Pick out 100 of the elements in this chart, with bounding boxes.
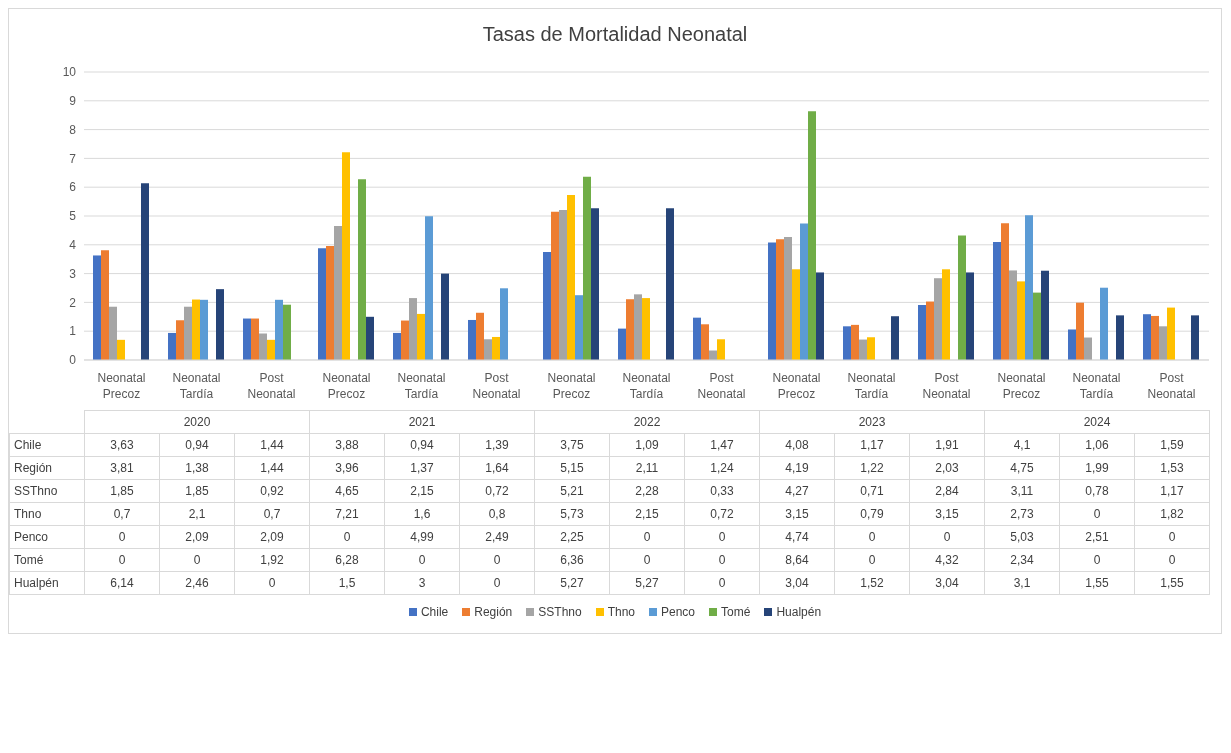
text: 2020	[84, 410, 310, 434]
data-label: 8,64	[759, 548, 835, 572]
bar	[867, 337, 875, 360]
data-label: 3,1	[984, 571, 1060, 595]
y-tick-label: 3	[69, 266, 77, 281]
data-label: 1,22	[834, 456, 910, 480]
data-label: 2,28	[609, 479, 685, 503]
data-label: 1,82	[1134, 502, 1210, 526]
text: Tomé	[14, 553, 44, 567]
bar	[393, 332, 401, 360]
x-tick-label: Neonatal Precoz	[322, 371, 371, 401]
data-label: 5,03	[984, 525, 1060, 549]
text: Chile	[14, 438, 42, 452]
bar	[859, 339, 867, 360]
bar	[583, 176, 591, 360]
bar	[251, 318, 259, 360]
x-tick-label: Post Neonatal	[922, 371, 971, 401]
data-label: 0,72	[459, 479, 535, 503]
data-label: 4,74	[759, 525, 835, 549]
text: 2024	[984, 410, 1210, 434]
bar	[117, 339, 125, 360]
bar	[109, 306, 117, 360]
bar	[709, 350, 717, 360]
y-tick-label: 7	[69, 151, 77, 166]
bar	[776, 239, 784, 360]
text: Hualpén	[14, 576, 59, 590]
bar	[1001, 223, 1009, 360]
bar	[784, 237, 792, 360]
bar	[575, 295, 583, 360]
data-label: 0	[309, 525, 385, 549]
text: SSThno	[14, 484, 58, 498]
data-label: 3,04	[759, 571, 835, 595]
bar	[168, 332, 176, 360]
data-label: 2,46	[159, 571, 235, 595]
data-label: 3,75	[534, 433, 610, 457]
data-label: 3,15	[909, 502, 985, 526]
data-label: 1,17	[834, 433, 910, 457]
data-label: 1,38	[159, 456, 235, 480]
data-label: 5,27	[534, 571, 610, 595]
bar	[966, 272, 974, 360]
data-label: 0	[459, 548, 535, 572]
data-label: 0	[159, 548, 235, 572]
text: Región	[14, 461, 53, 475]
bar	[243, 318, 251, 360]
data-label: 1,59	[1134, 433, 1210, 457]
chart-title: Tasas de Mortalidad Neonatal	[481, 22, 749, 47]
data-label: 1,91	[909, 433, 985, 457]
bar	[1033, 292, 1041, 360]
data-label: 4,32	[909, 548, 985, 572]
data-label: 2,49	[459, 525, 535, 549]
y-tick-label: 6	[69, 180, 77, 195]
data-label: 6,28	[309, 548, 385, 572]
bar	[1017, 281, 1025, 360]
data-label: 2,11	[609, 456, 685, 480]
bar	[476, 312, 484, 360]
data-label: 5,27	[609, 571, 685, 595]
data-label: 1,06	[1059, 433, 1135, 457]
data-label: 0	[459, 571, 535, 595]
data-label: 0	[234, 571, 310, 595]
bar	[216, 289, 224, 360]
bar	[851, 324, 859, 360]
bar	[1041, 270, 1049, 360]
legend-label: SSThno	[538, 605, 582, 619]
data-label: 0,79	[834, 502, 910, 526]
bar	[342, 152, 350, 360]
data-label: 0,33	[684, 479, 760, 503]
data-label: 0	[909, 525, 985, 549]
bar	[918, 304, 926, 360]
bar	[701, 324, 709, 360]
bar	[808, 111, 816, 360]
data-label: 1,47	[684, 433, 760, 457]
data-label: 3,81	[84, 456, 160, 480]
bar	[1009, 270, 1017, 360]
data-label: 0,71	[834, 479, 910, 503]
legend-label: Thno	[607, 605, 636, 619]
bar	[958, 235, 966, 360]
data-label: 0	[684, 548, 760, 572]
y-tick-label: 10	[62, 65, 77, 80]
data-label: 5,21	[534, 479, 610, 503]
data-label: 1,52	[834, 571, 910, 595]
x-tick-label: Neonatal Tardía	[397, 371, 446, 401]
bar	[1116, 315, 1124, 360]
data-label: 1,24	[684, 456, 760, 480]
bar	[500, 288, 508, 360]
text: 2022	[534, 410, 760, 434]
data-label: 2,73	[984, 502, 1060, 526]
bar	[468, 319, 476, 360]
data-label: 1,64	[459, 456, 535, 480]
legend-label: Penco	[661, 605, 696, 619]
bar	[693, 317, 701, 360]
data-label: 1,5	[309, 571, 385, 595]
bar	[768, 242, 776, 360]
bar	[1068, 329, 1076, 360]
x-tick-label: Neonatal Tardía	[622, 371, 671, 401]
data-label: 0	[84, 525, 160, 549]
bar	[366, 316, 374, 360]
bar	[1151, 315, 1159, 360]
data-label: 3,11	[984, 479, 1060, 503]
bar	[551, 211, 559, 360]
x-tick-label: Neonatal Precoz	[772, 371, 821, 401]
